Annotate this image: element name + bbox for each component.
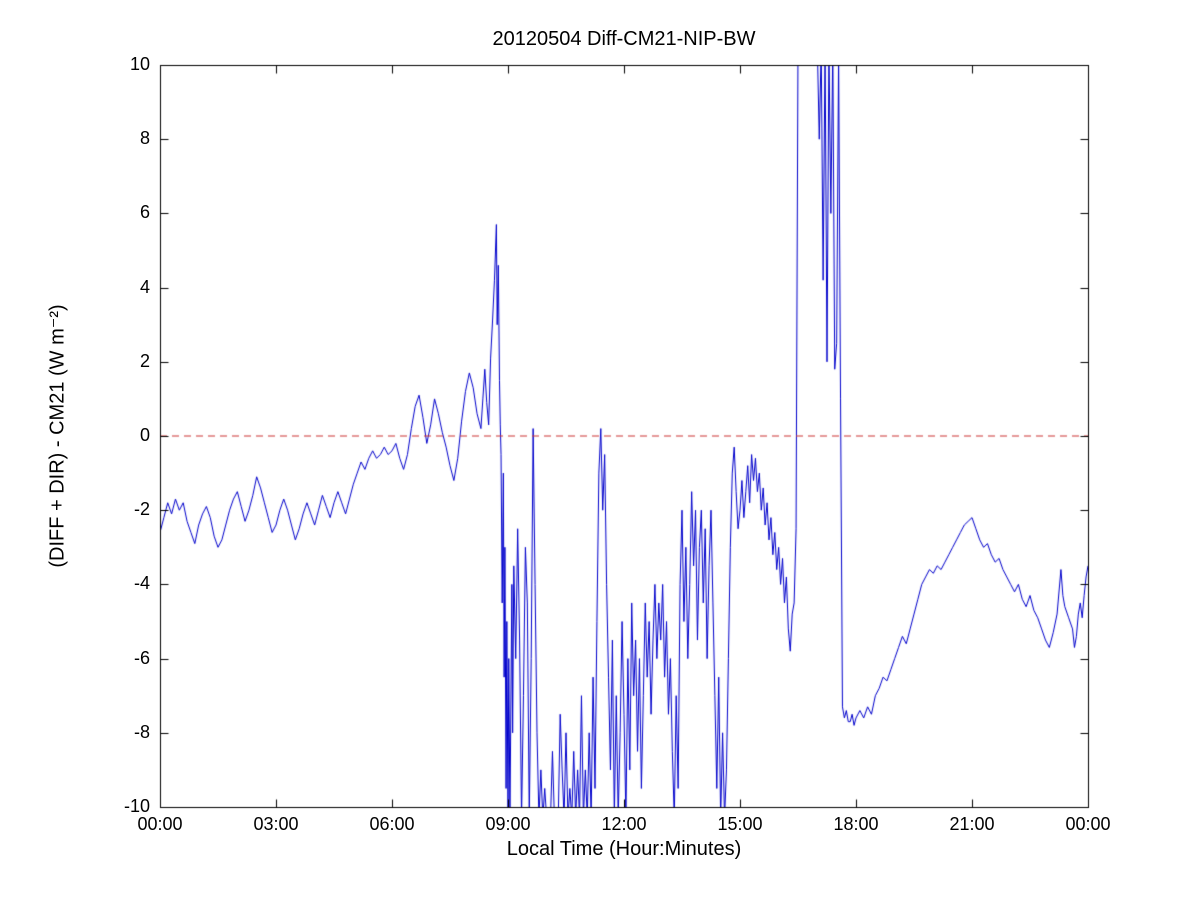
x-tick-label: 18:00 [833,814,879,834]
y-tick-label: 0 [139,425,150,445]
y-tick-label: -8 [133,721,150,742]
y-axis-label: (DIFF + DIR) - CM21 (W m⁻²) [46,304,69,568]
chart-title: 20120504 Diff-CM21-NIP-BW [492,28,756,50]
y-tick-label: -10 [123,796,150,816]
y-tick-label: 6 [139,202,150,223]
x-tick-label: 00:00 [137,814,183,834]
x-tick-label: 06:00 [369,814,415,834]
y-tick-label: 8 [139,128,150,149]
y-tick-label: -4 [133,573,150,594]
y-tick-label: 10 [129,54,150,74]
y-tick-label: -6 [133,647,150,668]
y-tick-label: 4 [139,276,150,297]
x-tick-label: 12:00 [601,814,647,834]
x-tick-label: 00:00 [1065,814,1111,834]
x-axis-label: Local Time (Hour:Minutes) [506,838,742,860]
y-tick-label: -2 [133,499,150,520]
x-tick-label: 09:00 [485,814,531,834]
x-tick-label: 21:00 [949,814,995,834]
x-tick-label: 03:00 [253,814,299,834]
x-tick-label: 15:00 [717,814,763,834]
y-tick-label: 2 [139,350,150,371]
